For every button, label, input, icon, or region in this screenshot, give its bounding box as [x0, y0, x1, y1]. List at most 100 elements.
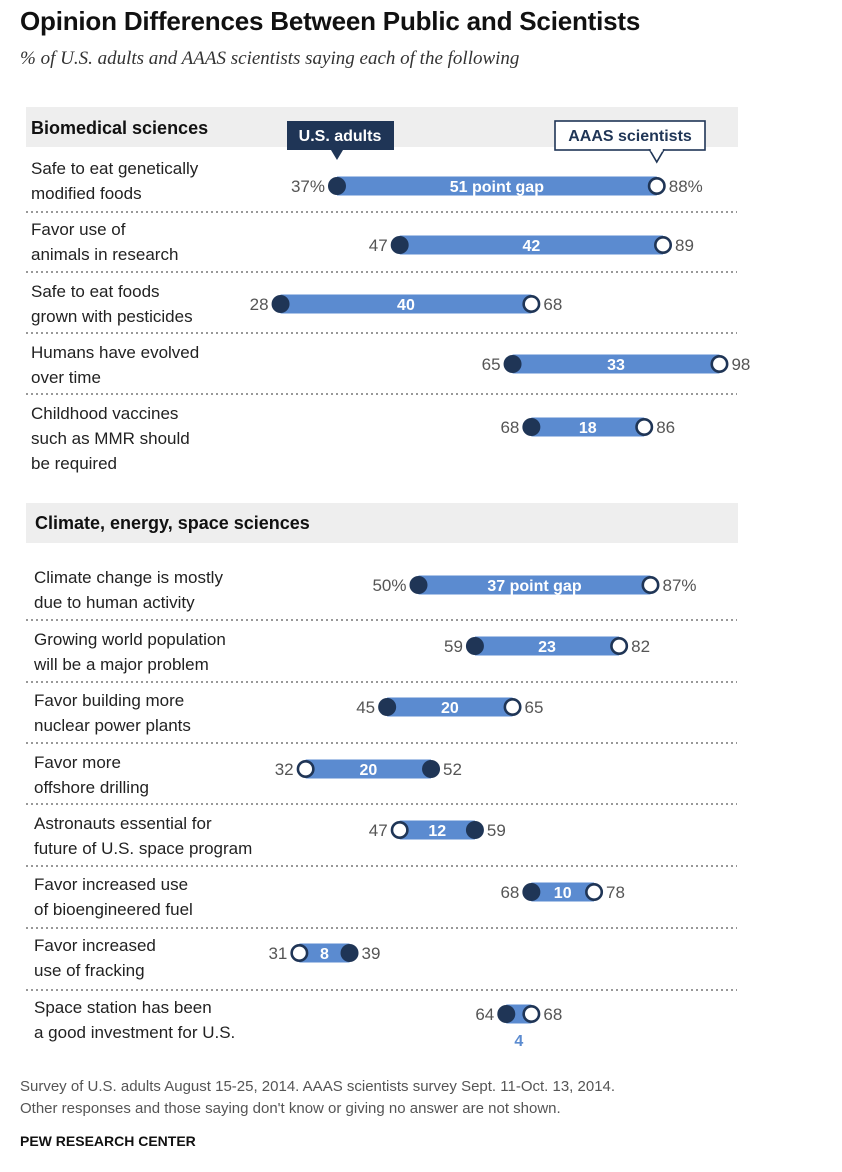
scientists-dot [522, 294, 541, 313]
scientists-dot [710, 354, 729, 373]
gap-bar [512, 354, 720, 374]
adults-dot [378, 698, 397, 716]
adults-dot [327, 177, 346, 195]
high-value-label: 98 [731, 355, 750, 374]
gap-bar [399, 235, 664, 255]
chart-title: Opinion Differences Between Public and S… [20, 6, 641, 36]
low-value-label: 64 [475, 1005, 494, 1024]
gap-bar [399, 820, 475, 840]
low-value-label: 37% [291, 177, 325, 196]
gap-label: 8 [320, 946, 329, 963]
gap-label: 20 [441, 700, 459, 717]
section-title: Climate, energy, space sciences [35, 513, 310, 533]
footnote-line-1: Survey of U.S. adults August 15-25, 2014… [20, 1078, 616, 1095]
legend-scientists-label: AAAS scientists [568, 128, 692, 145]
adults-dot [503, 355, 522, 373]
scientists-dot [503, 697, 522, 716]
gap-label: 42 [522, 238, 540, 255]
scientists-dot [635, 417, 654, 436]
adults-dot [271, 295, 290, 313]
scientists-dot [522, 1004, 541, 1023]
gap-label: 40 [397, 297, 415, 314]
scientists-dot [641, 575, 660, 594]
scientists-dot [654, 236, 673, 255]
row-label: Favor more [34, 753, 121, 772]
gap-bar [299, 943, 350, 963]
gap-bar [418, 575, 651, 595]
adults-dot [465, 821, 484, 839]
adults-dot [340, 944, 359, 962]
low-value-label: 47 [369, 821, 388, 840]
high-value-label: 68 [543, 295, 562, 314]
scientists-dot [390, 820, 409, 839]
gap-bar [531, 417, 645, 437]
adults-dot [522, 883, 541, 901]
row-label: Favor increased use [34, 875, 188, 894]
row-label: Safe to eat foods [31, 282, 160, 301]
gap-label: 51 point gap [450, 179, 544, 196]
row-label: a good investment for U.S. [34, 1023, 235, 1042]
high-value-label: 68 [543, 1005, 562, 1024]
gap-bar [387, 697, 513, 717]
row-label: Favor use of [31, 220, 126, 239]
row-label: of bioengineered fuel [34, 900, 193, 919]
dot-range-chart: Biomedical sciences Safe to eat genetical… [26, 107, 750, 1050]
row-label: modified foods [31, 184, 142, 203]
high-value-label: 82 [631, 637, 650, 656]
row-label: Childhood vaccines [31, 404, 178, 423]
section-title: Biomedical sciences [31, 118, 208, 138]
footnote-line-2: Other responses and those saying don't k… [20, 1100, 561, 1117]
scientists-dot [647, 177, 666, 196]
high-value-label: 52 [443, 760, 462, 779]
legend-adults-box [287, 121, 394, 150]
high-value-label: 88% [669, 177, 703, 196]
high-value-label: 89 [675, 236, 694, 255]
gap-label: 33 [607, 357, 625, 374]
row-label: such as MMR should [31, 429, 190, 448]
source-credit: PEW RESEARCH CENTER [20, 1133, 196, 1149]
gap-label: 20 [359, 762, 377, 779]
row-label: over time [31, 368, 101, 387]
row-label: Favor building more [34, 691, 184, 710]
gap-label: 12 [428, 823, 446, 840]
row-label: animals in research [31, 245, 178, 264]
legend-scientists-box [554, 120, 706, 151]
row-label: Space station has been [34, 998, 212, 1017]
low-value-label: 47 [369, 236, 388, 255]
row-label: offshore drilling [34, 778, 149, 797]
gap-label: 10 [554, 885, 572, 902]
adults-dot [465, 637, 484, 655]
gap-bar [305, 759, 432, 779]
scientists-dot [296, 759, 315, 778]
row-label: grown with pesticides [31, 307, 193, 326]
scientists-dot [585, 882, 604, 901]
high-value-label: 86 [656, 418, 675, 437]
low-value-label: 31 [268, 944, 287, 963]
row-label: Astronauts essential for [34, 814, 212, 833]
footnote: Survey of U.S. adults August 15-25, 2014… [20, 1076, 615, 1120]
high-value-label: 78 [606, 883, 625, 902]
chart-subtitle: % of U.S. adults and AAAS scientists say… [20, 48, 520, 69]
row-label: due to human activity [34, 593, 195, 612]
scientists-dot [610, 636, 629, 655]
row-label: Safe to eat genetically [31, 159, 199, 178]
row-label: future of U.S. space program [34, 839, 252, 858]
gap-bar [474, 636, 620, 656]
low-value-label: 28 [250, 295, 269, 314]
adults-dot [422, 760, 441, 778]
legend-adults-pointer [330, 150, 343, 160]
adults-dot [522, 418, 541, 436]
row-label: Growing world population [34, 630, 226, 649]
section-header-bg [26, 503, 738, 543]
low-value-label: 68 [500, 418, 519, 437]
row-label: Humans have evolved [31, 343, 199, 362]
high-value-label: 87% [662, 576, 696, 595]
low-value-label: 68 [500, 883, 519, 902]
gap-bar [280, 294, 532, 314]
row-label: Climate change is mostly [34, 568, 223, 587]
adults-dot [390, 236, 409, 254]
row-label: nuclear power plants [34, 716, 191, 735]
adults-dot [409, 576, 428, 594]
legend-adults-label: U.S. adults [299, 128, 382, 145]
gap-label: 37 point gap [487, 578, 581, 595]
